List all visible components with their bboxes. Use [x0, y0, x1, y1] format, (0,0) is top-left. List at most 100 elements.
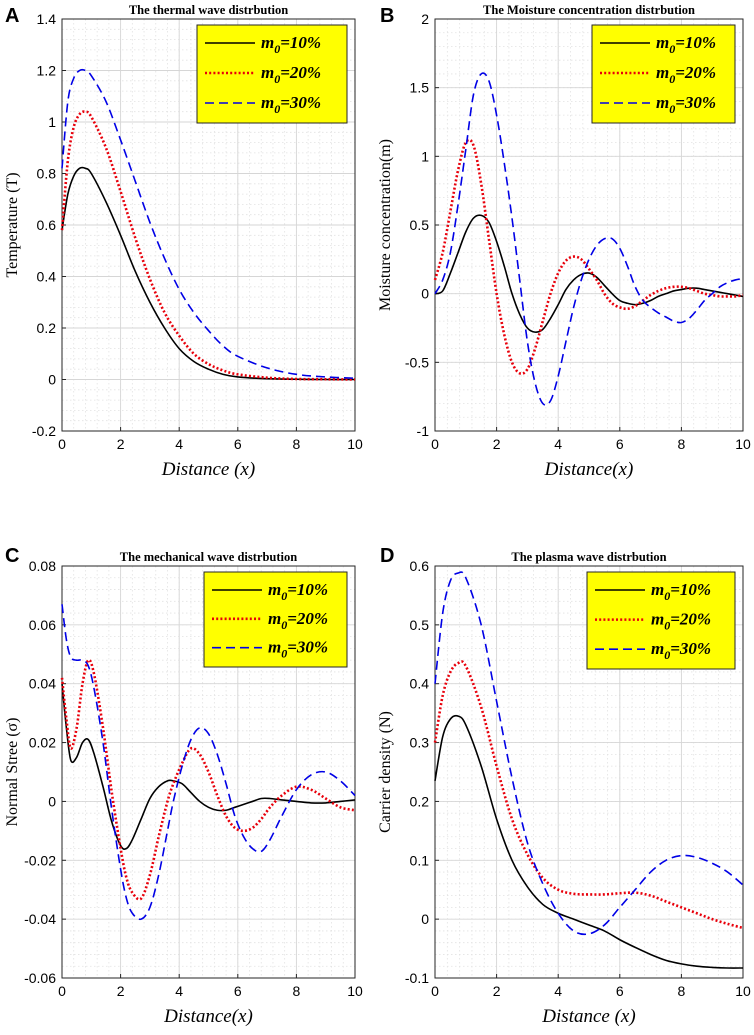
x-tick-label: 10 — [735, 983, 751, 999]
y-tick-label: 0.02 — [29, 735, 56, 751]
legend-entry: m0=10% — [261, 33, 321, 56]
legend-subscript: 0 — [669, 42, 675, 56]
series-line-2 — [433, 660, 744, 930]
legend-entry: m0=10% — [656, 33, 716, 56]
y-tick-label: -0.2 — [32, 423, 56, 439]
legend-subscript: 0 — [281, 589, 287, 603]
legend-entry: m0=20% — [268, 609, 328, 632]
x-tick-label: 4 — [554, 983, 562, 999]
legend-value: =30% — [287, 638, 328, 657]
x-tick-label: 8 — [678, 436, 686, 452]
x-tick-label: 8 — [293, 436, 301, 452]
y-tick-label: -1 — [417, 423, 430, 439]
y-tick-label: 0.06 — [29, 617, 56, 633]
panel-b: B The Moisture concentration distrbution 0… — [377, 3, 751, 480]
y-tick-label: 0.8 — [37, 166, 57, 182]
legend-subscript: 0 — [664, 619, 670, 633]
legend-subscript: 0 — [274, 42, 280, 56]
legend-box — [586, 571, 736, 670]
y-tick-label: -0.5 — [405, 354, 429, 370]
y-tick-label: 2 — [421, 11, 429, 27]
legend-symbol: m — [261, 33, 274, 52]
legend-entry: m0=10% — [268, 580, 328, 603]
panel-c: C The mechanical wave distrbution 0 2 4 6 8 10 -… — [4, 545, 363, 1027]
series-line-1 — [434, 714, 744, 969]
legend-symbol: m — [268, 638, 281, 657]
legend: m0=10%m0=20%m0=30% — [586, 571, 736, 670]
series-line-3 — [434, 72, 744, 406]
legend-value: =10% — [675, 33, 716, 52]
legend-entry: m0=20% — [656, 63, 716, 86]
y-tick-label: 0.6 — [410, 558, 430, 574]
y-tick-label: 0.5 — [410, 617, 430, 633]
y-tick-label: 0.5 — [410, 217, 430, 233]
series-line-3 — [434, 571, 744, 936]
legend-entry: m0=30% — [268, 638, 328, 661]
legend-entry: m0=20% — [651, 610, 711, 633]
legend-symbol: m — [268, 580, 281, 599]
x-tick-label: 0 — [431, 983, 439, 999]
y-tick-label: 0.2 — [410, 793, 430, 809]
x-tick-label: 0 — [58, 436, 66, 452]
panel-label: D — [380, 545, 394, 567]
legend-entry: m0=30% — [261, 93, 321, 116]
panel-label: A — [5, 5, 19, 27]
y-tick-label: 1.5 — [410, 80, 430, 96]
legend-subscript: 0 — [669, 72, 675, 86]
y-tick-label: -0.04 — [24, 911, 56, 927]
panel-label: B — [380, 5, 394, 27]
y-tick-label: 0 — [48, 793, 56, 809]
axes-frame — [434, 565, 744, 979]
x-axis-label: Distance(x) — [163, 1006, 253, 1027]
x-tick-label: 2 — [493, 983, 501, 999]
y-axis-label: Moisture concentration(m) — [377, 139, 394, 311]
y-tick-label: 1.2 — [37, 63, 57, 79]
x-tick-label: 4 — [554, 436, 562, 452]
x-tick-label: 10 — [347, 436, 363, 452]
legend-value: =20% — [287, 609, 328, 628]
series-line-3 — [61, 604, 356, 921]
legend-value: =30% — [670, 639, 711, 658]
y-axis-label: Carrier density (N) — [377, 711, 394, 833]
y-tick-label: 1 — [421, 148, 429, 164]
legend-value: =30% — [675, 93, 716, 112]
y-tick-label: 0 — [421, 286, 429, 302]
series-line-1 — [61, 166, 356, 381]
legend: m0=10%m0=20%m0=30% — [196, 24, 348, 124]
legend-subscript: 0 — [664, 589, 670, 603]
y-tick-label: 0 — [48, 372, 56, 388]
series-line-3 — [61, 68, 356, 380]
x-tick-label: 10 — [347, 983, 363, 999]
x-tick-label: 4 — [175, 436, 183, 452]
legend-subscript: 0 — [281, 647, 287, 661]
legend-value: =10% — [670, 580, 711, 599]
y-tick-label: 0.4 — [37, 269, 57, 285]
legend: m0=10%m0=20%m0=30% — [591, 24, 736, 124]
x-tick-label: 6 — [234, 436, 242, 452]
legend-value: =20% — [675, 63, 716, 82]
x-tick-label: 4 — [175, 983, 183, 999]
legend-symbol: m — [261, 63, 274, 82]
legend-symbol: m — [268, 609, 281, 628]
legend-subscript: 0 — [664, 648, 670, 662]
y-tick-label: 0.1 — [410, 852, 430, 868]
y-tick-label: 0.3 — [410, 735, 430, 751]
legend-value: =30% — [280, 93, 321, 112]
axes-frame — [61, 565, 356, 979]
y-tick-label: 0.2 — [37, 320, 57, 336]
y-tick-label: 1.4 — [37, 11, 57, 27]
x-tick-label: 2 — [117, 983, 125, 999]
y-axis-label: Temperature (T) — [4, 172, 21, 277]
x-axis-label: Distance (x) — [161, 459, 255, 480]
legend-subscript: 0 — [274, 72, 280, 86]
x-tick-label: 0 — [58, 983, 66, 999]
legend-symbol: m — [656, 33, 669, 52]
y-tick-label: 0.08 — [29, 558, 56, 574]
y-tick-label: 0.6 — [37, 217, 57, 233]
y-tick-label: 1 — [48, 114, 56, 130]
series-line-2 — [60, 110, 356, 381]
y-tick-label: -0.1 — [405, 970, 429, 986]
y-tick-label: 0 — [421, 911, 429, 927]
chart-title: The thermal wave distrbution — [129, 3, 288, 17]
